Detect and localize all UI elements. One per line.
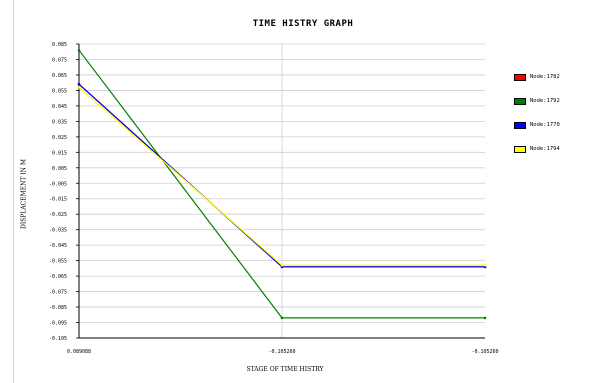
x-tick-label: 0.089088 — [67, 349, 91, 355]
data-point — [77, 82, 81, 86]
y-axis-label: DISPLACEMENT IN M — [20, 159, 28, 229]
y-tick-label: -0.065 — [49, 274, 67, 280]
y-tick-label: -0.105 — [49, 336, 67, 342]
chart-title: TIME HISTRY GRAPH — [252, 19, 354, 29]
data-point — [280, 316, 284, 320]
y-tick-label: -0.045 — [49, 243, 67, 249]
y-tick-label: -0.015 — [49, 197, 67, 203]
data-point — [77, 48, 81, 52]
x-axis-label: STAGE OF TIME HISTRY — [246, 366, 324, 373]
legend-label: Node:1782 — [530, 74, 560, 80]
y-tick-label: 0.015 — [52, 150, 67, 156]
legend-swatch — [514, 146, 526, 153]
data-point — [280, 263, 284, 267]
legend-label: Node:1792 — [530, 98, 560, 104]
data-point — [77, 86, 81, 89]
y-tick-label: 0.075 — [52, 57, 67, 63]
y-tick-label: -0.085 — [49, 305, 67, 311]
y-tick-label: 0.005 — [52, 166, 67, 172]
y-tick-label: 0.045 — [52, 104, 67, 110]
data-point — [483, 263, 487, 267]
y-tick-label: 0.055 — [52, 88, 67, 94]
y-tick-label: 0.025 — [52, 135, 67, 141]
y-tick-label: -0.075 — [49, 290, 67, 296]
legend-swatch — [514, 74, 526, 81]
y-tick-label: 0.035 — [52, 119, 67, 125]
left-border-line — [13, 0, 14, 383]
y-tick-label: -0.055 — [49, 259, 67, 265]
y-tick-label: -0.035 — [49, 228, 67, 234]
data-point — [483, 316, 487, 320]
legend-swatch — [514, 122, 526, 129]
y-tick-label: -0.025 — [49, 212, 67, 218]
x-tick-label: -0.105260 — [471, 349, 498, 355]
y-tick-label: -0.005 — [49, 181, 67, 187]
x-tick-label: -0.105260 — [268, 349, 295, 355]
y-tick-label: -0.095 — [49, 321, 67, 327]
legend-label: Node:1794 — [530, 146, 560, 152]
y-tick-label: 0.085 — [52, 42, 67, 48]
legend-label: Node:1770 — [530, 122, 560, 128]
y-tick-label: 0.065 — [52, 73, 67, 79]
legend-swatch — [514, 98, 526, 105]
